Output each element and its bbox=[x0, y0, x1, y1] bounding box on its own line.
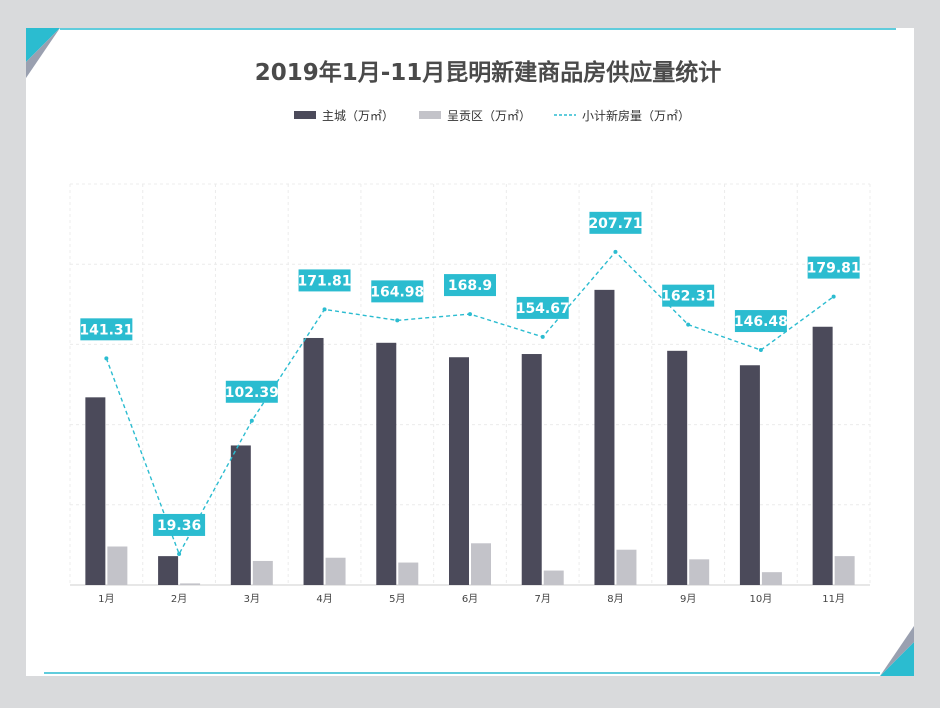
chart-title: 2019年1月-11月昆明新建商品房供应量统计 bbox=[255, 59, 722, 86]
legend-label: 呈贡区（万㎡） bbox=[447, 109, 531, 123]
x-tick-label: 3月 bbox=[244, 593, 260, 605]
x-tick-label: 5月 bbox=[389, 593, 405, 605]
bar bbox=[616, 549, 637, 585]
data-label: 162.31 bbox=[661, 289, 715, 305]
data-label: 154.67 bbox=[516, 301, 570, 317]
line-point bbox=[249, 418, 254, 423]
bar bbox=[521, 354, 542, 585]
bar bbox=[230, 445, 251, 585]
data-label-box bbox=[662, 284, 715, 307]
bar bbox=[158, 556, 179, 585]
x-tick-label: 4月 bbox=[316, 593, 332, 605]
corner-accent-top-left-gray bbox=[26, 28, 60, 78]
line-point bbox=[177, 551, 182, 556]
data-label: 19.36 bbox=[157, 518, 201, 534]
bar bbox=[303, 337, 324, 585]
x-tick-label: 1月 bbox=[98, 593, 114, 605]
corner-accent-bottom-right-gray bbox=[880, 626, 914, 676]
data-label-box bbox=[734, 310, 787, 333]
bar bbox=[180, 583, 201, 585]
data-label: 207.71 bbox=[588, 216, 642, 232]
legend-swatch bbox=[419, 111, 441, 119]
line-point bbox=[540, 334, 545, 339]
data-label: 168.9 bbox=[448, 278, 492, 294]
line-point bbox=[686, 322, 691, 327]
data-label: 179.81 bbox=[807, 261, 861, 277]
line-point bbox=[104, 356, 109, 361]
data-label-box bbox=[80, 318, 133, 341]
data-label-box bbox=[516, 296, 569, 319]
data-label-box bbox=[444, 274, 496, 297]
bar bbox=[252, 560, 273, 585]
bar bbox=[543, 570, 564, 585]
data-labels: 141.31 19.36 102.39 171.81 164.98 168.9 154.67… bbox=[79, 211, 861, 536]
legend: 主城（万㎡） 呈贡区（万㎡） 小计新房量（万㎡） bbox=[294, 108, 690, 123]
x-tick-label: 8月 bbox=[607, 593, 623, 605]
data-label: 141.31 bbox=[79, 322, 133, 338]
x-tick-label: 2月 bbox=[171, 593, 187, 605]
x-tick-label: 6月 bbox=[462, 593, 478, 605]
bar bbox=[834, 556, 855, 585]
bar bbox=[107, 546, 128, 585]
bar bbox=[449, 357, 469, 585]
line-point bbox=[758, 348, 763, 353]
total-line bbox=[104, 249, 836, 556]
data-label: 164.98 bbox=[370, 284, 424, 300]
data-label: 171.81 bbox=[298, 273, 352, 289]
bar bbox=[376, 342, 397, 585]
bars bbox=[85, 289, 855, 585]
data-label-box bbox=[298, 269, 351, 292]
data-label: 146.48 bbox=[734, 314, 788, 330]
data-label-box bbox=[153, 513, 206, 536]
bar bbox=[398, 562, 419, 585]
bar bbox=[667, 350, 688, 585]
line-point bbox=[831, 294, 836, 299]
x-tick-label: 9月 bbox=[680, 593, 696, 605]
gridlines bbox=[69, 183, 871, 586]
line-point bbox=[322, 307, 327, 312]
data-label-box bbox=[807, 256, 860, 279]
legend-swatch bbox=[294, 111, 316, 119]
bar bbox=[812, 326, 833, 585]
x-axis-ticks: 1月 2月 3月 4月 5月 6月 7月 8月 9月 10月 11月 bbox=[98, 593, 845, 605]
line-point bbox=[613, 249, 618, 254]
legend-label: 小计新房量（万㎡） bbox=[582, 108, 690, 123]
data-label-box bbox=[371, 280, 424, 303]
bar bbox=[761, 572, 782, 585]
data-label-box bbox=[225, 380, 278, 403]
chart-canvas: 2019年1月-11月昆明新建商品房供应量统计 主城（万㎡） 呈贡区（万㎡） 小计新… bbox=[26, 28, 914, 676]
bar bbox=[594, 289, 615, 585]
line-point bbox=[468, 312, 472, 317]
x-tick-label: 10月 bbox=[750, 593, 773, 605]
x-tick-label: 7月 bbox=[535, 593, 551, 605]
line-point bbox=[395, 318, 400, 323]
data-label: 102.39 bbox=[225, 385, 279, 401]
bar bbox=[689, 559, 710, 585]
bar bbox=[85, 397, 106, 585]
data-label-box bbox=[589, 211, 642, 234]
chart-frame: 2019年1月-11月昆明新建商品房供应量统计 主城（万㎡） 呈贡区（万㎡） 小计新… bbox=[26, 28, 914, 676]
bar bbox=[325, 557, 346, 585]
legend-label: 主城（万㎡） bbox=[322, 109, 394, 123]
bar bbox=[471, 543, 491, 585]
bar bbox=[739, 365, 760, 585]
x-tick-label: 11月 bbox=[822, 593, 845, 605]
